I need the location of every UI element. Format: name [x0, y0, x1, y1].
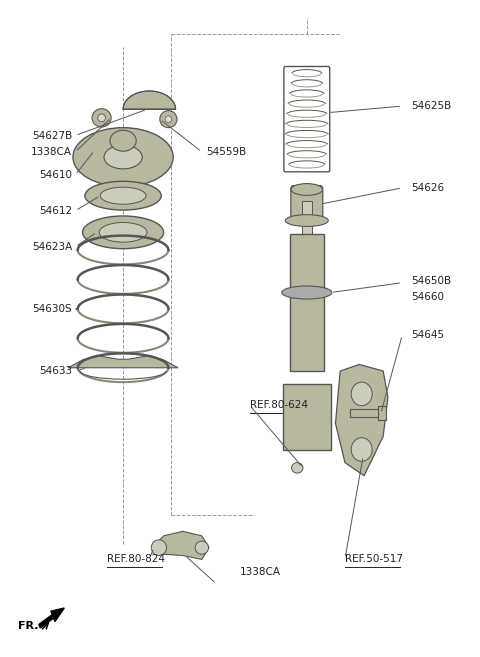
Ellipse shape	[291, 463, 303, 473]
Ellipse shape	[104, 145, 142, 169]
Polygon shape	[68, 356, 178, 368]
Ellipse shape	[351, 382, 372, 406]
Text: FR.: FR.	[18, 621, 38, 631]
Text: 54630S: 54630S	[32, 304, 72, 314]
Text: 54610: 54610	[39, 170, 72, 180]
Ellipse shape	[351, 438, 372, 461]
Ellipse shape	[99, 223, 147, 242]
Ellipse shape	[85, 181, 161, 210]
Ellipse shape	[160, 110, 177, 127]
Text: 1338CA: 1338CA	[31, 147, 72, 157]
Text: REF.50-517: REF.50-517	[345, 554, 403, 564]
Text: 54645: 54645	[411, 330, 444, 340]
Polygon shape	[336, 365, 388, 476]
Ellipse shape	[151, 540, 167, 556]
Ellipse shape	[98, 114, 106, 122]
Text: 54650B: 54650B	[411, 277, 451, 286]
Bar	[283, 384, 331, 449]
Ellipse shape	[100, 187, 146, 204]
Ellipse shape	[73, 127, 173, 187]
Text: 54626: 54626	[411, 183, 444, 193]
Polygon shape	[123, 91, 176, 109]
Ellipse shape	[83, 216, 164, 249]
Text: 54633: 54633	[39, 366, 72, 376]
Bar	[302, 201, 312, 237]
Bar	[378, 406, 385, 420]
Text: REF.80-824: REF.80-824	[108, 554, 165, 564]
Text: 54625B: 54625B	[411, 101, 451, 111]
Ellipse shape	[282, 286, 332, 299]
Ellipse shape	[195, 541, 208, 555]
Text: 54660: 54660	[411, 292, 444, 302]
Bar	[350, 409, 381, 417]
Polygon shape	[152, 532, 209, 560]
Ellipse shape	[291, 183, 323, 195]
Ellipse shape	[285, 215, 328, 227]
Bar	[290, 234, 324, 371]
Text: 1338CA: 1338CA	[240, 567, 281, 577]
Text: 54627B: 54627B	[32, 131, 72, 141]
Ellipse shape	[92, 108, 111, 127]
FancyArrow shape	[39, 608, 64, 628]
FancyBboxPatch shape	[291, 185, 323, 223]
Text: 54612: 54612	[39, 206, 72, 215]
Text: 54623A: 54623A	[32, 242, 72, 252]
Ellipse shape	[110, 130, 136, 151]
Text: 54559B: 54559B	[206, 147, 247, 157]
Ellipse shape	[165, 116, 172, 122]
Text: REF.80-624: REF.80-624	[251, 400, 309, 410]
